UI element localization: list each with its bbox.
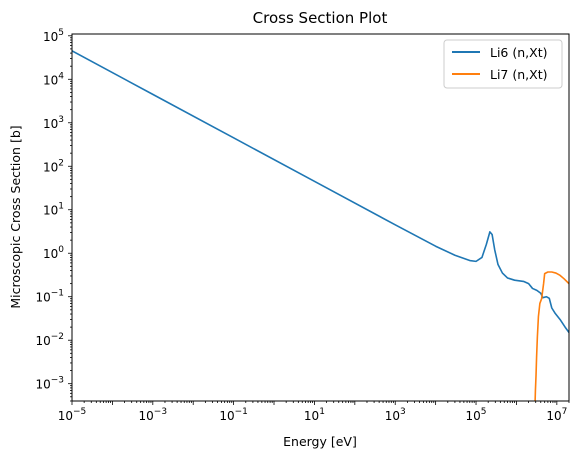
y-tick-label: 10−2 (35, 332, 64, 348)
legend-label-li6: Li6 (n,Xt) (490, 45, 547, 60)
x-tick-label: 107 (546, 407, 567, 423)
series-layer (72, 50, 569, 401)
chart-title: Cross Section Plot (253, 9, 388, 27)
legend: Li6 (n,Xt) Li7 (n,Xt) (443, 39, 563, 89)
y-tick-label: 105 (43, 28, 64, 44)
series-line-li7 (534, 271, 569, 401)
y-tick-label: 10−3 (35, 376, 64, 392)
x-tick-label: 103 (385, 407, 406, 423)
x-axis-label: Energy [eV] (283, 434, 357, 449)
y-tick-label: 103 (43, 115, 64, 131)
series-line-li6 (72, 50, 569, 334)
x-tick-label: 105 (466, 407, 487, 423)
x-axis: 10−5 10−3 10−1 101 103 105 107 (58, 401, 570, 423)
y-axis-label: Microscopic Cross Section [b] (8, 125, 23, 308)
x-tick-label: 101 (304, 407, 325, 423)
legend-label-li7: Li7 (n,Xt) (490, 67, 547, 82)
x-tick-label: 10−3 (139, 407, 168, 423)
x-tick-label: 10−5 (58, 407, 87, 423)
x-tick-label: 10−1 (219, 407, 248, 423)
y-tick-label: 101 (43, 202, 64, 218)
y-tick-label: 104 (43, 71, 64, 87)
y-tick-label: 100 (43, 245, 64, 261)
y-tick-label: 10−1 (35, 289, 64, 305)
y-tick-label: 102 (43, 158, 64, 174)
plot-frame (71, 33, 570, 402)
